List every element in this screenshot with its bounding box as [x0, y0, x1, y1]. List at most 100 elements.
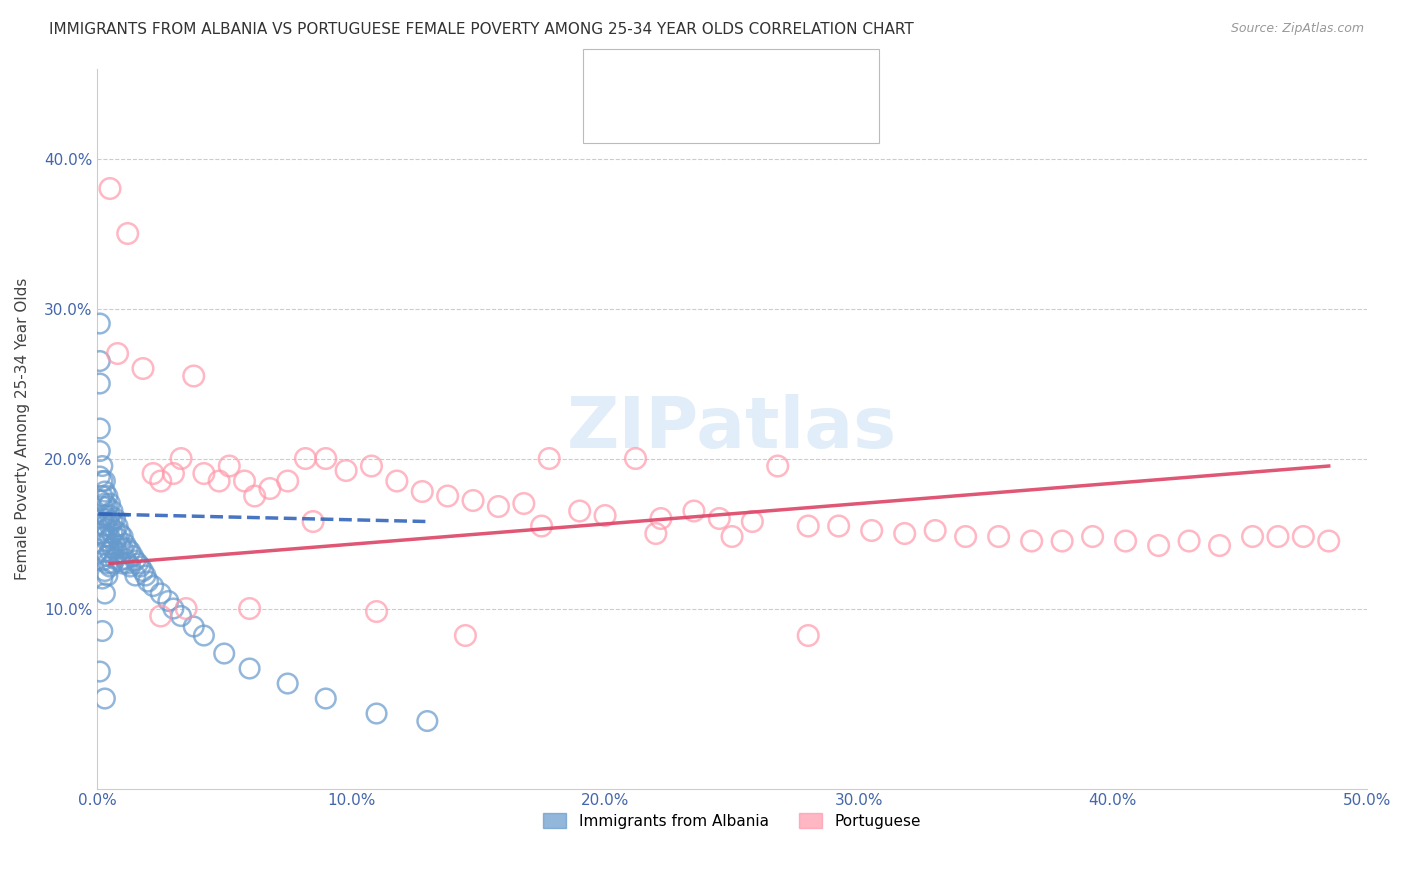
Point: [94, 484, 117, 499]
Text: IMMIGRANTS FROM ALBANIA VS PORTUGUESE FEMALE POVERTY AMONG 25-34 YEAR OLDS CORRE: IMMIGRANTS FROM ALBANIA VS PORTUGUESE FE…: [49, 22, 914, 37]
Point: [104, 524, 127, 538]
Point: [1267, 529, 1289, 543]
Point: [91, 511, 114, 525]
Point: [111, 557, 134, 571]
Point: [104, 511, 127, 525]
Point: [1241, 529, 1264, 543]
Point: [360, 458, 382, 473]
Point: [955, 529, 977, 543]
Point: [89, 317, 111, 331]
Point: [624, 451, 647, 466]
Point: [96, 511, 118, 525]
Y-axis label: Female Poverty Among 25-34 Year Olds: Female Poverty Among 25-34 Year Olds: [15, 277, 30, 580]
Point: [117, 227, 139, 241]
Point: [193, 467, 215, 481]
Point: [136, 574, 159, 589]
Point: [683, 504, 706, 518]
Point: [208, 474, 231, 488]
Point: [108, 526, 131, 541]
Point: [96, 489, 118, 503]
Point: [124, 568, 146, 582]
Point: [101, 515, 124, 529]
Point: [94, 519, 117, 533]
Text: R =: R =: [637, 69, 673, 84]
Text: 0.200: 0.200: [672, 105, 727, 120]
Text: R =: R =: [637, 105, 673, 120]
Point: [108, 553, 131, 567]
Text: Source: ZipAtlas.com: Source: ZipAtlas.com: [1230, 22, 1364, 36]
Point: [1081, 529, 1104, 543]
Point: [101, 504, 124, 518]
Point: [124, 553, 146, 567]
Point: [488, 500, 510, 514]
Point: [170, 609, 193, 624]
Point: [91, 500, 114, 514]
Point: [538, 451, 561, 466]
Point: [107, 519, 129, 533]
Point: [117, 557, 139, 571]
Point: [174, 601, 197, 615]
Point: [104, 552, 127, 566]
Point: [107, 531, 129, 545]
Text: 63: 63: [768, 105, 786, 120]
Point: [183, 369, 205, 384]
Point: [461, 493, 484, 508]
Point: [89, 444, 111, 458]
Point: [89, 493, 111, 508]
Point: [142, 579, 165, 593]
Point: [149, 609, 172, 624]
Point: [721, 529, 744, 543]
Point: [454, 628, 477, 642]
Point: [277, 676, 299, 690]
Point: [149, 474, 172, 488]
Point: [98, 508, 121, 523]
Point: [104, 537, 127, 551]
Point: [96, 549, 118, 563]
Point: [157, 594, 180, 608]
Point: [149, 586, 172, 600]
Point: [129, 559, 152, 574]
Point: [96, 568, 118, 582]
Point: [91, 489, 114, 503]
Point: [89, 421, 111, 435]
Text: -0.000: -0.000: [672, 69, 727, 84]
Point: [96, 534, 118, 549]
Point: [91, 624, 114, 638]
Point: [366, 706, 388, 721]
Point: [94, 691, 117, 706]
Point: [827, 519, 849, 533]
Point: [860, 524, 883, 538]
Point: [101, 541, 124, 556]
Point: [513, 496, 536, 510]
Point: [98, 559, 121, 574]
Point: [218, 458, 240, 473]
Text: N =: N =: [725, 105, 780, 120]
Point: [233, 474, 256, 488]
Point: [987, 529, 1010, 543]
Point: [162, 601, 184, 615]
Text: ZIPatlas: ZIPatlas: [567, 394, 897, 463]
Point: [98, 531, 121, 545]
Point: [94, 564, 117, 578]
Point: [89, 469, 111, 483]
Point: [797, 628, 820, 642]
Point: [924, 524, 946, 538]
Point: [893, 526, 915, 541]
Point: [96, 500, 118, 514]
Point: [315, 691, 337, 706]
Point: [650, 511, 672, 525]
Point: [91, 572, 114, 586]
Point: [111, 529, 134, 543]
Point: [142, 467, 165, 481]
Point: [1147, 539, 1170, 553]
Point: [568, 504, 591, 518]
Point: [385, 474, 408, 488]
Point: [111, 541, 134, 556]
Point: [120, 559, 142, 574]
Point: [366, 605, 388, 619]
Point: [302, 515, 325, 529]
Point: [797, 519, 820, 533]
Point: [1050, 534, 1073, 549]
Point: [1317, 534, 1340, 549]
Point: [436, 489, 458, 503]
